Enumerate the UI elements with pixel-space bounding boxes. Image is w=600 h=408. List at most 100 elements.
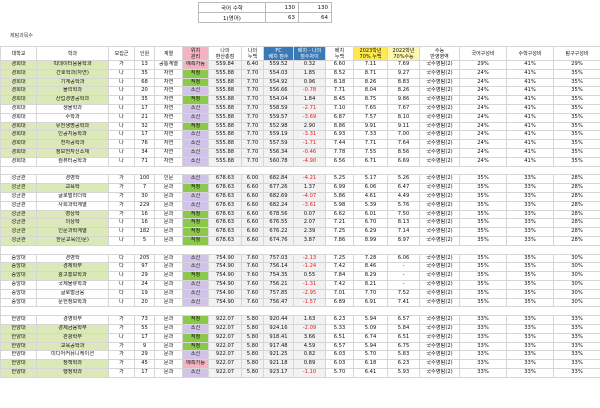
dept-cell[interactable]: 영상학 — [36, 209, 109, 220]
placement-rank-cell[interactable]: 7.01 — [325, 288, 354, 299]
diff-cell[interactable]: -1.10 — [293, 367, 326, 378]
univ-cell[interactable]: 경희대 — [0, 86, 37, 97]
rank-2022-cell[interactable]: - — [387, 271, 420, 281]
korean-ratio-cell[interactable]: 35% — [459, 218, 507, 229]
inquiry-ratio-cell[interactable]: 35% — [553, 130, 600, 141]
rank-2023-cell[interactable]: 6.91 — [353, 297, 388, 308]
fc-score-cell[interactable]: 682.24 — [263, 200, 294, 211]
table-row[interactable]: 경희대 물리학과 나 20 자연 소신 555.88 7.70 556.66 -0.78 7.71 8… — [0, 86, 600, 97]
table-row[interactable]: 한양대 행정학과 가 17 문과 소신 922.07 5.80 923.17 -1.10 5.70 6… — [0, 367, 600, 378]
my-score-cell[interactable]: 678.63 — [208, 200, 242, 211]
math-ratio-cell[interactable]: 41% — [506, 156, 554, 167]
math-ratio-cell[interactable]: 33% — [506, 350, 554, 361]
rank-2023-cell[interactable]: 8.26 — [353, 77, 388, 88]
korean-ratio-cell[interactable]: 35% — [459, 271, 507, 281]
table-row[interactable]: 중앙대 문헌정보학과 나 20 문과 소신 754.90 7.60 756.47 -1.57 6.8… — [0, 297, 600, 308]
exam-areas-cell[interactable]: 국수영탐(2) — [419, 253, 460, 264]
count-cell[interactable]: 20 — [134, 297, 155, 308]
position-tag[interactable]: 소신 — [182, 139, 209, 149]
inquiry-ratio-cell[interactable]: 28% — [553, 218, 600, 229]
dept-cell[interactable]: 국제물류학과 — [36, 279, 109, 290]
rank-2023-cell[interactable]: 8.04 — [353, 86, 388, 97]
math-ratio-cell[interactable]: 35% — [506, 288, 554, 299]
count-cell[interactable]: 32 — [134, 121, 155, 132]
inquiry-ratio-cell[interactable]: 35% — [553, 147, 600, 158]
position-tag[interactable]: 소신 — [182, 253, 209, 264]
inquiry-ratio-cell[interactable]: 30% — [553, 288, 600, 299]
my-rank-cell[interactable]: 6.60 — [241, 200, 264, 211]
table-row[interactable]: 중앙대 글로벌금융 다 19 문과 소신 754.90 7.60 757.85 -2.95 7.01… — [0, 288, 600, 299]
univ-cell[interactable]: 한양대 — [0, 341, 37, 352]
my-rank-cell[interactable]: 6.60 — [241, 235, 264, 246]
rank-2023-cell[interactable]: 7.70 — [353, 288, 388, 299]
count-cell[interactable]: 205 — [134, 253, 155, 264]
univ-cell[interactable]: 성균관 — [0, 191, 37, 202]
exam-areas-cell[interactable]: 국수영탐(2) — [419, 191, 460, 202]
table-row[interactable]: 경희대 기계공학과 나 68 자연 적정 555.88 7.70 554.92 0.96 8.18 8… — [0, 77, 600, 88]
fc-score-cell[interactable]: 757.85 — [263, 288, 294, 299]
exam-areas-cell[interactable]: 국수영탐(2) — [419, 121, 460, 132]
placement-rank-cell[interactable]: 7.42 — [325, 262, 354, 273]
korean-ratio-cell[interactable]: 35% — [459, 227, 507, 237]
track-cell[interactable]: 자연 — [154, 147, 183, 158]
count-cell[interactable]: 17 — [134, 367, 155, 378]
exam-areas-cell[interactable]: 국수영탐(2) — [419, 315, 460, 325]
my-score-cell[interactable]: 559.84 — [208, 60, 242, 70]
rank-2023-cell[interactable]: 6.06 — [353, 183, 388, 193]
inquiry-ratio-cell[interactable]: 35% — [553, 121, 600, 132]
inquiry-ratio-cell[interactable]: 35% — [553, 86, 600, 97]
col-dept[interactable]: 학과 — [36, 46, 109, 61]
rank-2023-cell[interactable]: 6.29 — [353, 227, 388, 237]
korean-ratio-cell[interactable]: 24% — [459, 68, 507, 79]
my-rank-cell[interactable]: 7.60 — [241, 271, 264, 281]
exam-areas-cell[interactable]: 국수영탐(2) — [419, 174, 460, 185]
inquiry-ratio-cell[interactable]: 28% — [553, 209, 600, 220]
univ-cell[interactable]: 중앙대 — [0, 297, 37, 308]
rank-2022-cell[interactable]: 7.52 — [387, 288, 420, 299]
inquiry-ratio-cell[interactable]: 33% — [553, 359, 600, 369]
my-rank-cell[interactable]: 7.60 — [241, 288, 264, 299]
position-tag[interactable]: 적정 — [182, 218, 209, 229]
placement-rank-cell[interactable]: 7.84 — [325, 271, 354, 281]
table-row[interactable]: 성균관 한문교육(인문) 나 5 문과 적정 678.63 6.60 674.76 3.87 7.8… — [0, 235, 600, 246]
math-ratio-cell[interactable]: 33% — [506, 209, 554, 220]
univ-cell[interactable]: 한양대 — [0, 350, 37, 361]
univ-cell[interactable]: 경희대 — [0, 130, 37, 141]
univ-cell[interactable]: 성균관 — [0, 218, 37, 229]
placement-rank-cell[interactable]: 6.03 — [325, 359, 354, 369]
korean-ratio-cell[interactable]: 24% — [459, 139, 507, 149]
my-rank-cell[interactable]: 6.60 — [241, 183, 264, 193]
exam-areas-cell[interactable]: 국수영탐(2) — [419, 183, 460, 193]
inquiry-ratio-cell[interactable]: 28% — [553, 174, 600, 185]
my-rank-cell[interactable]: 5.80 — [241, 341, 264, 352]
diff-cell[interactable]: 3.87 — [293, 235, 326, 246]
my-score-cell[interactable]: 678.63 — [208, 235, 242, 246]
inquiry-ratio-cell[interactable]: 30% — [553, 297, 600, 308]
count-cell[interactable]: 16 — [134, 209, 155, 220]
my-rank-cell[interactable]: 7.70 — [241, 156, 264, 167]
my-score-cell[interactable]: 754.90 — [208, 288, 242, 299]
placement-rank-cell[interactable]: 7.10 — [325, 103, 354, 114]
fc-score-cell[interactable]: 756.14 — [263, 262, 294, 273]
diff-cell[interactable]: -4.21 — [293, 174, 326, 185]
inquiry-ratio-cell[interactable]: 35% — [553, 139, 600, 149]
my-rank-cell[interactable]: 7.70 — [241, 139, 264, 149]
my-rank-cell[interactable]: 6.60 — [241, 227, 264, 237]
rank-2023-cell[interactable]: 8.21 — [353, 279, 388, 290]
col-my-score[interactable]: 나의 환산총점 — [208, 46, 242, 61]
count-cell[interactable]: 17 — [134, 130, 155, 141]
group-cell[interactable]: 나 — [108, 77, 135, 88]
rank-2022-cell[interactable]: 5.93 — [387, 367, 420, 378]
math-ratio-cell[interactable]: 33% — [506, 218, 554, 229]
diff-cell[interactable]: 0.55 — [293, 271, 326, 281]
placement-rank-cell[interactable]: 6.03 — [325, 350, 354, 361]
korean-ratio-cell[interactable]: 29% — [459, 60, 507, 70]
count-cell[interactable]: 71 — [134, 156, 155, 167]
exam-areas-cell[interactable]: 국수영탐(2) — [419, 332, 460, 343]
position-tag[interactable]: 적정 — [182, 227, 209, 237]
fc-score-cell[interactable]: 556.66 — [263, 86, 294, 97]
group-cell[interactable]: 나 — [108, 86, 135, 97]
rank-2022-cell[interactable]: 6.51 — [387, 332, 420, 343]
rank-2022-cell[interactable]: 5.83 — [387, 350, 420, 361]
placement-rank-cell[interactable]: 6.89 — [325, 297, 354, 308]
